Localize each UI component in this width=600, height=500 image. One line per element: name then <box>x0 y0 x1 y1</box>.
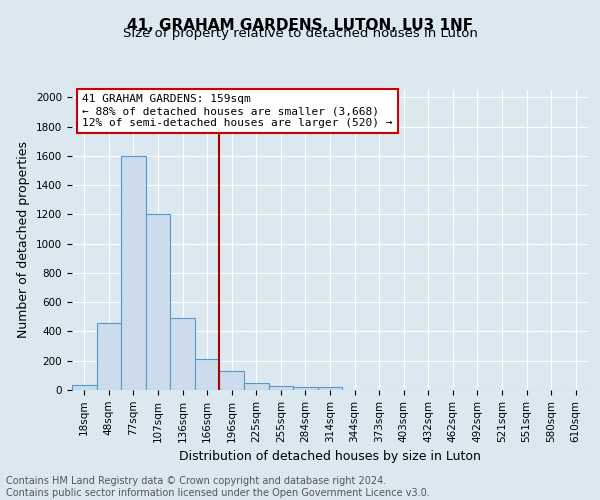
Bar <box>244 384 269 390</box>
Bar <box>121 156 146 390</box>
Text: 41 GRAHAM GARDENS: 159sqm
← 88% of detached houses are smaller (3,668)
12% of se: 41 GRAHAM GARDENS: 159sqm ← 88% of detac… <box>82 94 393 128</box>
Bar <box>318 388 342 390</box>
Bar <box>146 214 170 390</box>
Text: Size of property relative to detached houses in Luton: Size of property relative to detached ho… <box>122 28 478 40</box>
Bar <box>269 386 293 390</box>
Bar <box>293 387 318 390</box>
Text: Contains HM Land Registry data © Crown copyright and database right 2024.
Contai: Contains HM Land Registry data © Crown c… <box>6 476 430 498</box>
Bar <box>220 371 244 390</box>
Text: 41, GRAHAM GARDENS, LUTON, LU3 1NF: 41, GRAHAM GARDENS, LUTON, LU3 1NF <box>127 18 473 32</box>
Bar <box>97 322 121 390</box>
Bar <box>170 318 195 390</box>
Bar <box>195 360 220 390</box>
X-axis label: Distribution of detached houses by size in Luton: Distribution of detached houses by size … <box>179 450 481 463</box>
Bar <box>72 385 97 390</box>
Y-axis label: Number of detached properties: Number of detached properties <box>17 142 31 338</box>
